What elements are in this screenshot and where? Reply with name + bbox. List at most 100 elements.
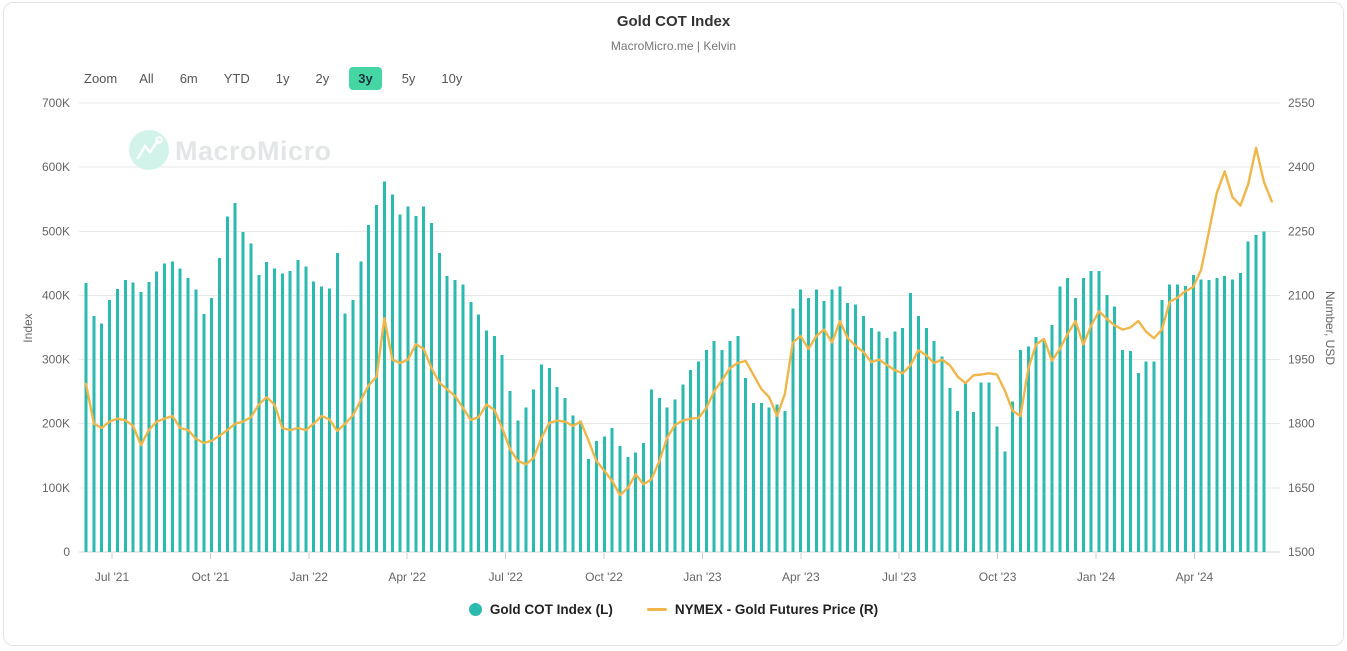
x-axis-tick-label: Oct '22: [585, 570, 623, 584]
x-axis-tick-label: Jan '24: [1077, 570, 1116, 584]
x-axis-tick-label: Apr '24: [1176, 570, 1214, 584]
cot-index-bar: [1191, 274, 1195, 552]
cot-index-bar: [893, 331, 897, 552]
range-button-5y[interactable]: 5y: [401, 71, 416, 86]
legend-item-gold-futures[interactable]: NYMEX - Gold Futures Price (R): [646, 602, 878, 617]
cot-index-bar: [524, 407, 528, 552]
cot-index-bar: [1168, 284, 1172, 552]
range-button-3y[interactable]: 3y: [349, 67, 382, 90]
cot-index-bar: [1058, 286, 1062, 552]
range-button-6m[interactable]: 6m: [179, 71, 198, 86]
x-axis-tick-label: Jul '23: [882, 570, 917, 584]
cot-index-bar: [1262, 231, 1266, 553]
page-title: Gold COT Index: [616, 13, 731, 30]
range-button-all[interactable]: All: [139, 71, 154, 86]
cot-index-bar: [453, 280, 457, 552]
cot-index-bar: [1066, 278, 1070, 552]
cot-index-bar: [665, 407, 669, 552]
cot-index-bar: [1034, 337, 1038, 552]
cot-index-bar: [437, 253, 441, 552]
cot-index-bar: [210, 297, 214, 552]
cot-index-bar: [720, 349, 724, 552]
range-button-1y[interactable]: 1y: [275, 71, 290, 86]
cot-index-bar: [194, 289, 198, 552]
cot-index-bar: [697, 361, 701, 552]
legend-item-cot-index[interactable]: Gold COT Index (L): [468, 602, 613, 617]
cot-index-bar: [1042, 340, 1046, 552]
cot-index-bar: [1026, 346, 1030, 552]
cot-index-bar: [272, 268, 276, 552]
cot-index-bar: [335, 253, 339, 552]
cot-index-bar: [932, 340, 936, 552]
cot-index-bar: [1207, 280, 1211, 552]
cot-index-bar: [163, 263, 167, 552]
cot-index-bar: [1223, 276, 1227, 552]
cot-index-bar: [846, 303, 850, 552]
cot-index-bar: [139, 292, 143, 552]
cot-index-bar: [296, 260, 300, 552]
cot-index-bar: [563, 398, 567, 552]
cot-index-bar: [806, 297, 810, 552]
cot-index-bar: [500, 355, 504, 552]
cot-index-bar: [767, 407, 771, 552]
cot-index-bar: [343, 313, 347, 552]
x-axis-tick-label: Oct '23: [979, 570, 1017, 584]
cot-index-bar: [170, 261, 174, 552]
cot-index-bar: [265, 262, 269, 552]
left-axis-tick-label: 0: [63, 545, 70, 559]
cot-index-bar: [1097, 271, 1101, 552]
cot-index-bar: [979, 382, 983, 552]
left-axis-tick-label: 700K: [42, 96, 70, 110]
range-button-ytd[interactable]: YTD: [223, 71, 250, 86]
right-axis-tick-label: 1500: [1288, 545, 1315, 559]
right-axis-tick-label: 1800: [1288, 417, 1315, 431]
cot-index-bar: [1128, 351, 1132, 552]
cot-index-bar: [233, 203, 237, 552]
cot-index-bar: [155, 271, 159, 552]
cot-index-bar: [477, 314, 481, 552]
range-button-10y[interactable]: 10y: [441, 71, 463, 86]
cot-index-bar: [909, 292, 913, 552]
cot-index-bar: [390, 194, 394, 552]
cot-index-bar: [736, 335, 740, 552]
cot-index-bar: [610, 428, 614, 552]
cot-index-bar: [971, 412, 975, 552]
cot-index-bar: [634, 452, 638, 552]
chart-card: Gold COT Index MacroMicro.me | Kelvin Zo…: [3, 2, 1344, 646]
right-axis-tick-label: 1650: [1288, 481, 1315, 495]
chart-canvas[interactable]: 700K 2550 600K 2400 500K 2250 400K 2100 300K 1950…: [4, 3, 1347, 651]
watermark-text: MacroMicro: [175, 136, 332, 166]
cot-index-bar: [744, 378, 748, 552]
cot-index-bar: [681, 384, 685, 552]
cot-index-bar: [854, 304, 858, 552]
cot-index-bar: [642, 442, 646, 552]
cot-index-bar: [1121, 349, 1125, 552]
cot-index-bar: [461, 284, 465, 552]
cot-index-bar: [799, 289, 803, 552]
cot-index-bar: [1105, 294, 1109, 552]
cot-index-bar: [508, 391, 512, 552]
cot-index-bar: [84, 283, 88, 552]
cot-index-bar: [367, 224, 371, 552]
cot-index-bar: [995, 426, 999, 552]
cot-index-bar: [1050, 324, 1054, 552]
page-subtitle: MacroMicro.me | Kelvin: [610, 39, 737, 53]
cot-index-bar: [1089, 271, 1093, 552]
right-axis-tick-label: 2550: [1288, 96, 1315, 110]
cot-index-bar: [406, 206, 410, 552]
cot-index-bar: [916, 315, 920, 552]
cot-index-bar: [92, 315, 96, 552]
x-axis-tick-label: Jan '22: [290, 570, 329, 584]
cot-index-bar: [649, 389, 653, 552]
cot-index-bar: [202, 314, 206, 552]
cot-index-bar: [657, 398, 661, 552]
cot-index-bar: [1152, 361, 1156, 552]
right-axis-tick-label: 2400: [1288, 160, 1315, 174]
x-axis-tick-label: Jan '23: [683, 570, 722, 584]
cot-index-bar: [571, 415, 575, 552]
range-button-2y[interactable]: 2y: [315, 71, 330, 86]
cot-index-bar: [948, 387, 952, 552]
cot-index-bar: [485, 330, 489, 552]
cot-index-bar: [1215, 278, 1219, 552]
left-axis-tick-label: 400K: [42, 288, 70, 302]
